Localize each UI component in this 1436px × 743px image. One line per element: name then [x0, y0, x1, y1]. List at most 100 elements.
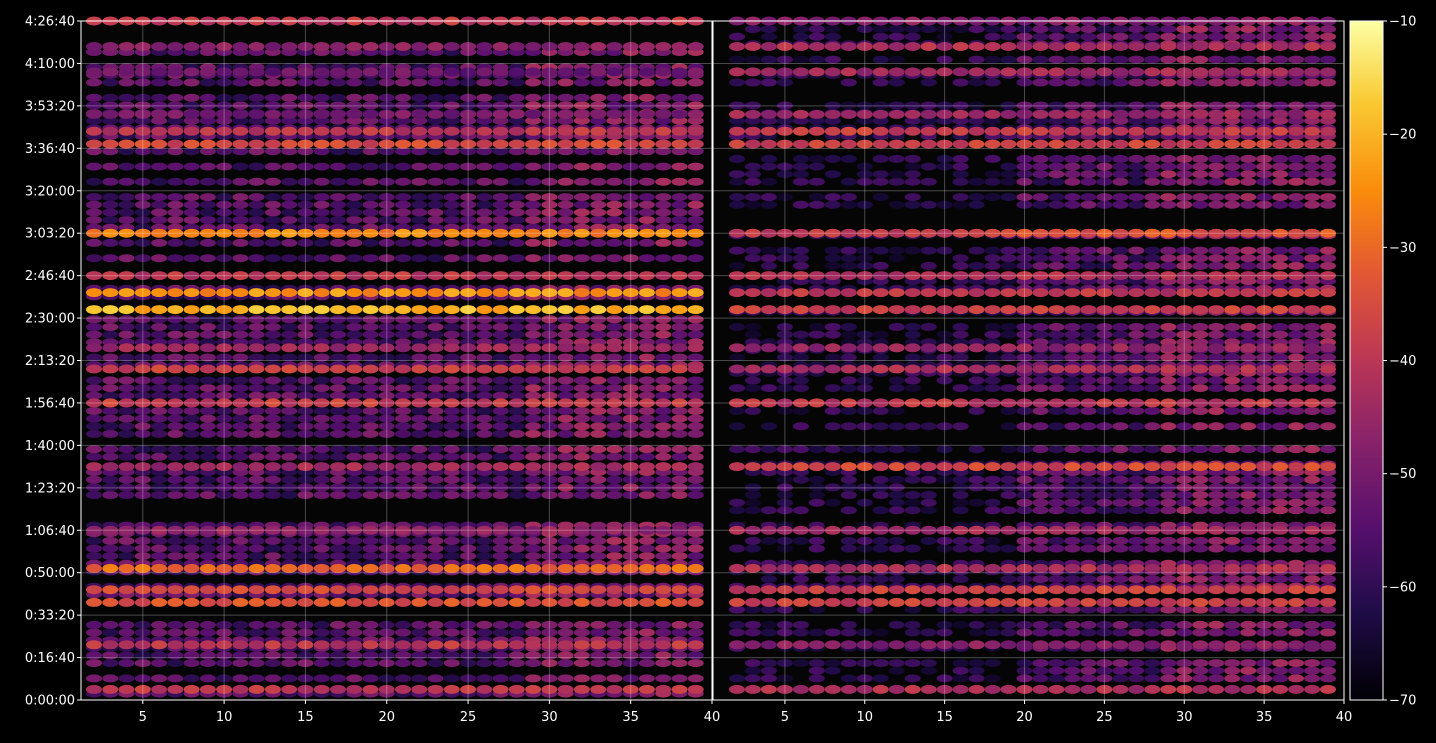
heatmap-cell — [281, 330, 298, 339]
heatmap-cell — [362, 162, 379, 171]
heatmap-cell — [1048, 32, 1065, 41]
heatmap-cell — [1032, 628, 1049, 637]
heatmap-cell — [102, 330, 119, 339]
heatmap-cell — [1240, 330, 1257, 339]
heatmap-cell — [1320, 575, 1336, 584]
heatmap-cell — [313, 343, 330, 353]
heatmap-cell — [744, 407, 761, 415]
heatmap-cell — [134, 78, 151, 87]
heatmap-cell — [151, 238, 168, 247]
heatmap-cell — [167, 414, 184, 423]
heatmap-cell — [330, 343, 346, 353]
heatmap-cell — [476, 147, 493, 156]
heatmap-cell — [729, 422, 745, 431]
heatmap-cell — [330, 552, 346, 561]
heatmap-cell — [904, 32, 921, 41]
heatmap-cell — [411, 475, 428, 484]
heatmap-cell — [1032, 193, 1049, 202]
heatmap-cell — [687, 208, 704, 217]
heatmap-cell — [557, 364, 574, 374]
heatmap-cell — [606, 364, 623, 374]
heatmap-cell — [687, 109, 704, 119]
heatmap-cell — [86, 42, 102, 51]
heatmap-cell — [1304, 25, 1321, 34]
heatmap-cell — [590, 147, 607, 156]
heatmap-cell — [729, 506, 745, 515]
heatmap-cell — [443, 238, 460, 247]
heatmap-cell — [183, 552, 200, 561]
heatmap-cell — [888, 475, 905, 484]
heatmap-cell — [183, 414, 200, 423]
heatmap-cell — [557, 391, 574, 400]
heatmap-cell — [476, 640, 493, 650]
heatmap-cell — [395, 414, 411, 423]
heatmap-cell — [840, 544, 857, 553]
heatmap-cell — [1240, 445, 1257, 454]
heatmap-cell — [606, 552, 623, 561]
heatmap-cell — [395, 597, 411, 607]
heatmap-cell — [134, 384, 151, 393]
heatmap-cell — [525, 353, 542, 362]
heatmap-cell — [248, 475, 265, 484]
heatmap-cell — [232, 462, 249, 472]
heatmap-cell — [395, 162, 411, 171]
heatmap-cell — [1064, 666, 1081, 675]
heatmap-cell — [1320, 177, 1336, 186]
heatmap-cell — [1160, 575, 1177, 584]
heatmap-cell — [1064, 330, 1081, 339]
heatmap-cell — [573, 684, 590, 694]
heatmap-cell — [411, 147, 428, 156]
heatmap-cell — [443, 659, 460, 668]
heatmap-cell — [1160, 544, 1177, 553]
heatmap-cell — [362, 429, 379, 438]
heatmap-cell — [216, 552, 233, 561]
heatmap-cell — [1144, 154, 1161, 163]
heatmap-cell — [622, 177, 639, 186]
heatmap-cell — [606, 384, 623, 393]
heatmap-cell — [1288, 620, 1305, 629]
heatmap-cell — [427, 376, 444, 385]
heatmap-cell — [216, 483, 233, 492]
heatmap-cell — [86, 376, 102, 385]
heatmap-cell — [427, 116, 444, 125]
heatmap-cell — [102, 323, 119, 331]
heatmap-cell — [655, 620, 672, 629]
heatmap-cell — [460, 101, 477, 110]
heatmap-cell — [313, 216, 330, 224]
heatmap-cell — [508, 552, 525, 561]
heatmap-cell — [508, 42, 525, 51]
heatmap-cell — [1240, 536, 1257, 545]
heatmap-cell — [216, 384, 233, 393]
heatmap-cell — [1032, 407, 1049, 415]
heatmap-cell — [1048, 200, 1065, 209]
heatmap-cell — [183, 353, 200, 362]
heatmap-cell — [1000, 25, 1017, 34]
heatmap-cell — [1080, 544, 1097, 553]
heatmap-cell — [1160, 536, 1177, 545]
heatmap-cell — [86, 483, 102, 492]
heatmap-cell — [525, 109, 542, 119]
heatmap-cell — [183, 78, 200, 87]
heatmap-cell — [378, 414, 395, 423]
heatmap-cell — [1080, 32, 1097, 41]
heatmap-cell — [443, 93, 460, 102]
heatmap-cell — [264, 147, 281, 156]
heatmap-cell — [460, 315, 477, 324]
heatmap-cell — [590, 109, 607, 119]
heatmap-cell — [1048, 575, 1065, 584]
heatmap-cell — [313, 109, 330, 119]
heatmap-cell — [1160, 659, 1177, 668]
heatmap-cell — [1112, 200, 1129, 209]
heatmap-cell — [573, 353, 590, 362]
heatmap-cell — [248, 376, 265, 385]
heatmap-cell — [362, 628, 379, 637]
heatmap-cell — [476, 651, 493, 660]
heatmap-cell — [118, 93, 135, 102]
heatmap-cell — [573, 674, 590, 683]
heatmap-cell — [443, 288, 460, 298]
heatmap-cell — [183, 475, 200, 484]
heatmap-cell — [590, 674, 607, 683]
heatmap-cell — [151, 343, 168, 353]
heatmap-cell — [297, 93, 314, 102]
heatmap-cell — [573, 659, 590, 668]
